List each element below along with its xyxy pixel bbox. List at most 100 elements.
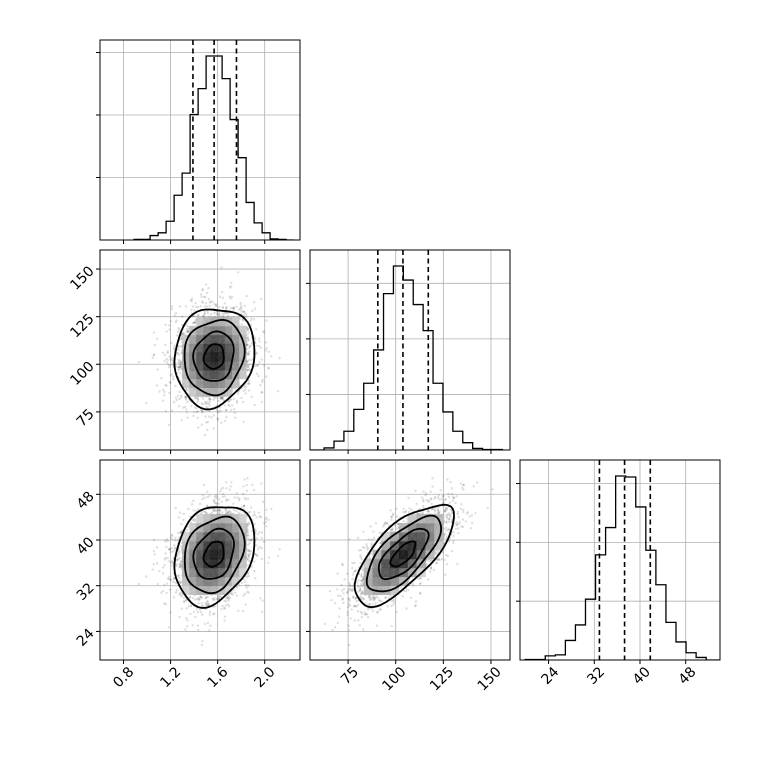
sample-point	[167, 365, 171, 369]
sample-point	[253, 513, 257, 516]
sample-point	[236, 496, 239, 499]
density-cell	[231, 352, 240, 362]
density-cell	[189, 531, 197, 542]
sample-point	[179, 362, 182, 365]
sample-point	[178, 593, 181, 596]
density-cell	[203, 369, 212, 380]
sample-point	[244, 392, 247, 395]
sample-point	[203, 510, 207, 513]
sample-point	[232, 307, 236, 310]
sample-point	[203, 312, 206, 315]
sample-point	[195, 608, 198, 611]
sample-point	[196, 416, 199, 419]
sample-point	[247, 553, 250, 556]
sample-point	[201, 456, 203, 458]
sample-point	[163, 353, 167, 357]
sample-point	[204, 283, 208, 286]
sample-point	[276, 554, 280, 558]
sample-point	[169, 536, 172, 539]
sample-point	[208, 613, 211, 616]
sample-point	[405, 520, 408, 523]
sample-point	[180, 522, 183, 526]
sample-point	[241, 492, 245, 496]
sample-point	[207, 297, 211, 301]
sample-point	[174, 536, 177, 539]
sample-point	[250, 529, 254, 533]
sample-point	[257, 344, 261, 348]
sample-point	[243, 592, 247, 595]
sample-point	[214, 509, 218, 513]
sample-point	[178, 550, 181, 554]
sample-point	[247, 556, 251, 559]
sample-point	[225, 597, 228, 600]
sample-point	[247, 352, 250, 355]
sample-point	[185, 599, 188, 602]
sample-point	[220, 500, 224, 503]
sample-point	[246, 575, 249, 578]
sample-point	[210, 511, 214, 515]
histogram-panel-1	[310, 250, 510, 450]
sample-point	[261, 599, 264, 602]
sample-point	[221, 296, 225, 299]
sample-point	[175, 589, 178, 592]
sample-point	[215, 502, 218, 506]
sample-point	[247, 365, 250, 369]
sample-point	[253, 403, 256, 407]
sample-point	[145, 575, 148, 578]
sample-point	[185, 328, 188, 331]
sample-point	[229, 297, 232, 300]
sample-point	[198, 598, 201, 601]
sample-point	[253, 510, 256, 514]
sample-point	[177, 358, 180, 362]
sample-point	[245, 315, 248, 318]
sample-point	[176, 330, 180, 334]
sample-point	[179, 366, 182, 369]
density-cell	[182, 531, 190, 542]
sample-point	[333, 626, 337, 629]
sample-point	[360, 579, 363, 583]
sample-point	[174, 384, 177, 388]
sample-point	[201, 397, 205, 400]
sample-point	[237, 511, 240, 515]
sample-point	[223, 311, 226, 314]
sample-point	[176, 531, 180, 535]
sample-point	[151, 568, 154, 571]
density-cell	[189, 369, 197, 380]
sample-point	[166, 359, 169, 362]
density-cell	[203, 585, 212, 596]
sample-point	[252, 489, 256, 492]
sample-point	[212, 500, 216, 503]
sample-point	[212, 613, 215, 616]
sample-point	[145, 401, 148, 405]
sample-point	[167, 626, 170, 629]
sample-point	[229, 597, 232, 600]
density-cell	[196, 334, 204, 344]
density-cell	[210, 334, 219, 344]
sample-point	[222, 314, 225, 317]
sample-point	[248, 549, 251, 552]
sample-point	[379, 541, 382, 545]
sample-point	[402, 510, 405, 514]
sample-point	[203, 510, 206, 514]
sample-point	[196, 410, 200, 413]
sample-point	[242, 400, 245, 404]
sample-point	[348, 604, 352, 607]
sample-point	[164, 552, 167, 555]
sample-point	[247, 331, 250, 334]
density-cell	[189, 522, 197, 533]
density-cell	[217, 352, 226, 362]
sample-point	[185, 607, 188, 610]
sample-point	[246, 530, 249, 533]
sample-point	[215, 303, 218, 306]
sample-point	[342, 587, 346, 591]
sample-point	[265, 375, 268, 378]
density-cell	[210, 540, 219, 551]
sample-point	[223, 302, 227, 305]
sample-point	[172, 347, 176, 350]
sample-point	[437, 494, 440, 497]
sample-point	[248, 550, 251, 553]
sample-point	[204, 295, 207, 299]
sample-point	[208, 415, 211, 418]
sample-point	[267, 367, 270, 370]
sample-point	[246, 336, 250, 339]
